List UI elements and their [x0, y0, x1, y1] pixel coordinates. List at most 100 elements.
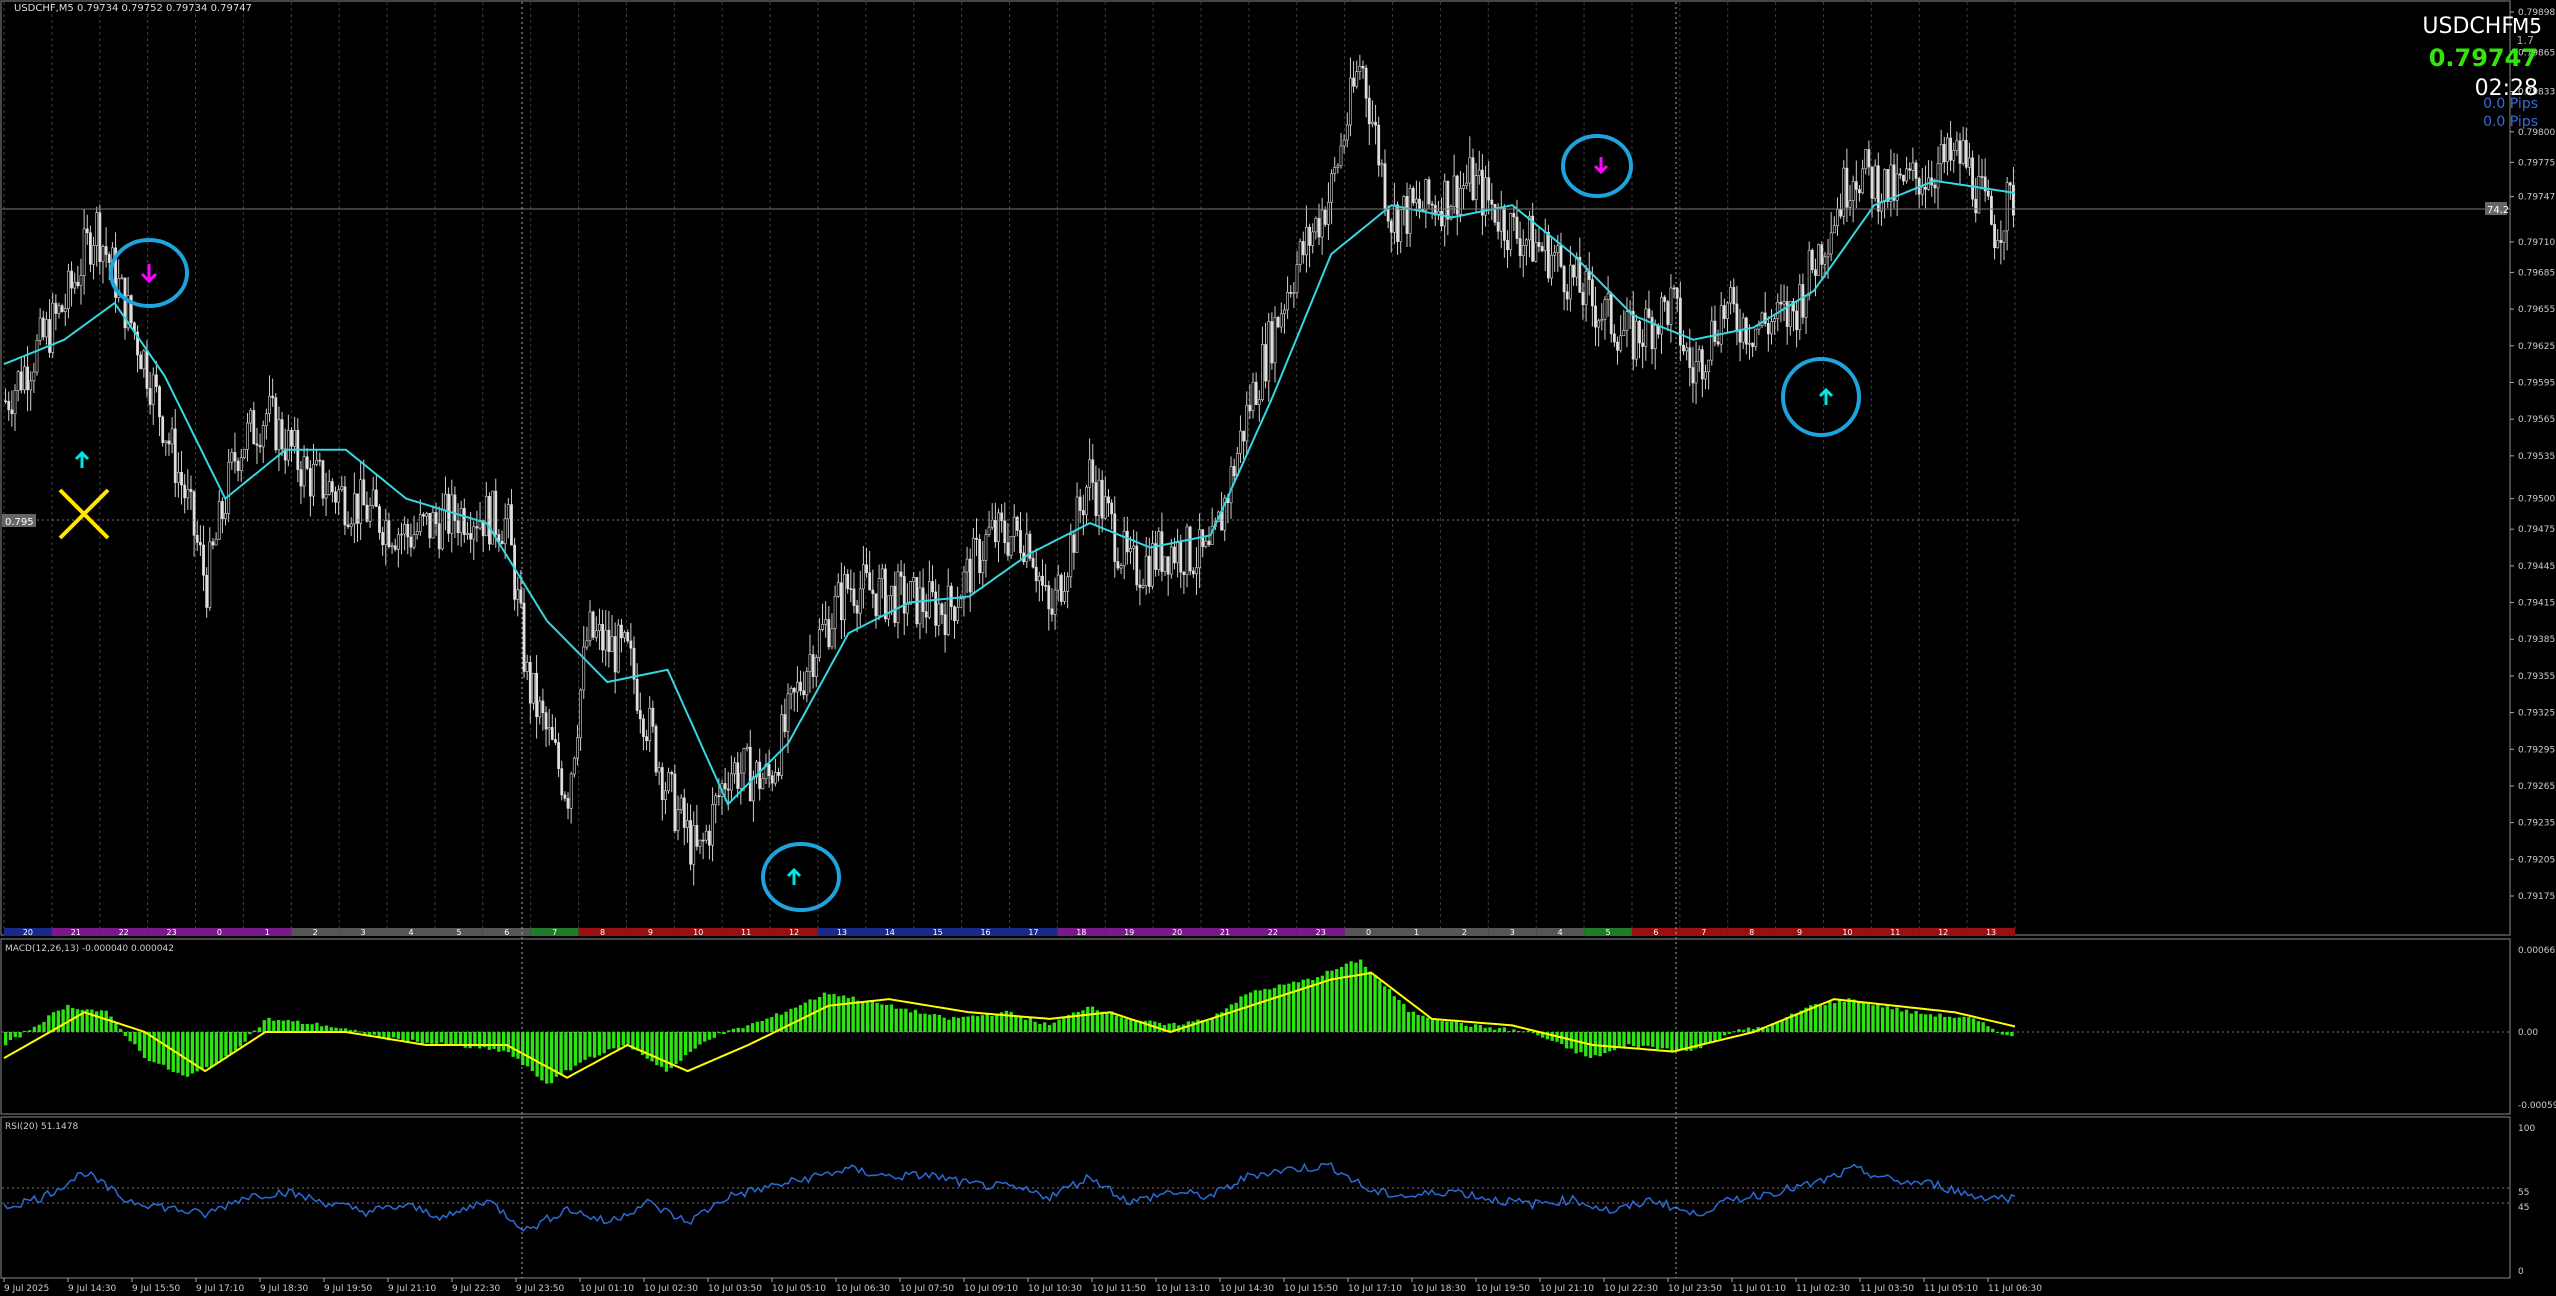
candle-body — [670, 772, 674, 775]
macd-histogram-bar — [1071, 1012, 1076, 1032]
candle-body — [887, 595, 890, 620]
macd-histogram-bar — [4, 1032, 8, 1046]
macd-histogram-bar — [1919, 1013, 1923, 1032]
time-axis-label: 10 Jul 15:50 — [1284, 1284, 1338, 1294]
hour-bar-segment — [722, 928, 771, 936]
candle-body — [1355, 71, 1359, 87]
macd-histogram-bar — [1378, 980, 1382, 1032]
candle-body — [1779, 301, 1783, 305]
macd-histogram-bar — [1751, 1029, 1756, 1032]
candle-body — [1672, 287, 1676, 290]
candle-body — [230, 452, 234, 463]
candle-body — [205, 574, 209, 608]
candle-body — [220, 501, 224, 520]
candle-body — [1889, 164, 1893, 202]
macd-histogram-bar — [1320, 975, 1325, 1032]
macd-histogram-bar — [1335, 969, 1339, 1032]
candle-body — [484, 496, 488, 537]
macd-histogram-bar — [612, 1032, 616, 1049]
candle-body — [85, 228, 89, 234]
candle-body — [635, 678, 639, 711]
candle-body — [956, 607, 960, 622]
rsi-label: RSI(20) 51.1478 — [5, 1122, 78, 1132]
macd-histogram-bar — [387, 1032, 391, 1041]
candle-body — [1141, 585, 1145, 588]
candle-body — [1594, 305, 1597, 328]
macd-histogram-bar — [999, 1012, 1004, 1032]
candle-body — [1301, 241, 1305, 256]
macd-histogram-bar — [885, 1004, 889, 1032]
candle-body — [623, 632, 626, 639]
candle-body — [1154, 543, 1158, 570]
candle-body — [1867, 149, 1871, 168]
candle-body — [1678, 297, 1682, 346]
candle-body — [736, 762, 740, 789]
candle-body — [843, 574, 846, 621]
candle-body — [1232, 466, 1236, 477]
candle-body — [544, 712, 548, 730]
macd-histogram-bar — [1818, 1005, 1823, 1032]
candle-body — [1968, 157, 1971, 168]
hour-label: 21 — [1220, 928, 1230, 937]
candle-body — [667, 772, 670, 792]
current-price: 0.79747 — [2428, 44, 2538, 72]
candle-body — [1496, 221, 1500, 232]
macd-histogram-bar — [300, 1023, 305, 1032]
macd-histogram-bar — [1689, 1032, 1693, 1051]
candle-body — [814, 657, 818, 677]
candle-body — [1763, 312, 1767, 324]
candle-body — [1342, 139, 1346, 147]
candle-body — [450, 494, 454, 534]
macd-histogram-bar — [219, 1032, 223, 1061]
time-axis-label: 9 Jul 23:50 — [516, 1284, 565, 1294]
macd-histogram-bar — [1708, 1032, 1712, 1043]
candle-body — [1726, 302, 1729, 319]
candle-body — [211, 541, 215, 546]
candle-body — [1292, 292, 1296, 295]
time-axis-label: 10 Jul 13:10 — [1156, 1284, 1210, 1294]
candle-body — [334, 491, 337, 503]
candle-body — [1707, 359, 1711, 373]
candle-body — [1949, 137, 1952, 161]
candle-body — [123, 277, 127, 329]
candle-body — [1371, 121, 1374, 125]
candle-body — [1719, 305, 1723, 345]
macd-histogram-bar — [703, 1032, 707, 1042]
macd-histogram-bar — [1550, 1032, 1554, 1041]
macd-histogram-bar — [324, 1025, 329, 1032]
time-axis-label: 10 Jul 02:30 — [644, 1284, 698, 1294]
macd-histogram-bar — [985, 1014, 989, 1032]
candle-body — [236, 460, 240, 471]
macd-histogram-bar — [1608, 1032, 1612, 1052]
macd-histogram-bar — [784, 1011, 788, 1032]
candle-body — [444, 493, 447, 511]
candle-body — [1179, 541, 1183, 573]
signal-markers — [58, 134, 1861, 912]
candle-body — [1996, 240, 2000, 249]
candle-body — [811, 654, 815, 677]
macd-histogram-bar — [1263, 988, 1267, 1032]
macd-histogram-bar — [1995, 1031, 2000, 1033]
time-axis-label: 10 Jul 05:10 — [772, 1284, 826, 1294]
time-axis-label: 11 Jul 03:50 — [1860, 1284, 1914, 1294]
macd-histogram-bar — [832, 994, 836, 1032]
candle-body — [723, 783, 727, 790]
macd-histogram-bar — [252, 1030, 257, 1032]
candle-body — [965, 558, 969, 573]
candle-body — [535, 672, 539, 718]
macd-histogram-bar — [837, 996, 841, 1032]
macd-histogram-bar — [372, 1032, 377, 1035]
candle-body — [648, 707, 652, 741]
macd-histogram-bar — [1962, 1016, 1966, 1032]
candle-body — [1993, 224, 1996, 249]
hour-bar-segment — [1727, 928, 1776, 936]
macd-histogram-bar — [1004, 1010, 1009, 1032]
candle-body — [1283, 309, 1286, 315]
candle-body — [330, 481, 334, 493]
candle-body — [585, 640, 589, 648]
time-axis-label: 10 Jul 17:10 — [1348, 1284, 1402, 1294]
macd-histogram-bar — [320, 1026, 324, 1032]
candle-body — [1261, 344, 1264, 401]
hour-bar-segment — [817, 928, 866, 936]
candle-body — [1459, 188, 1462, 215]
